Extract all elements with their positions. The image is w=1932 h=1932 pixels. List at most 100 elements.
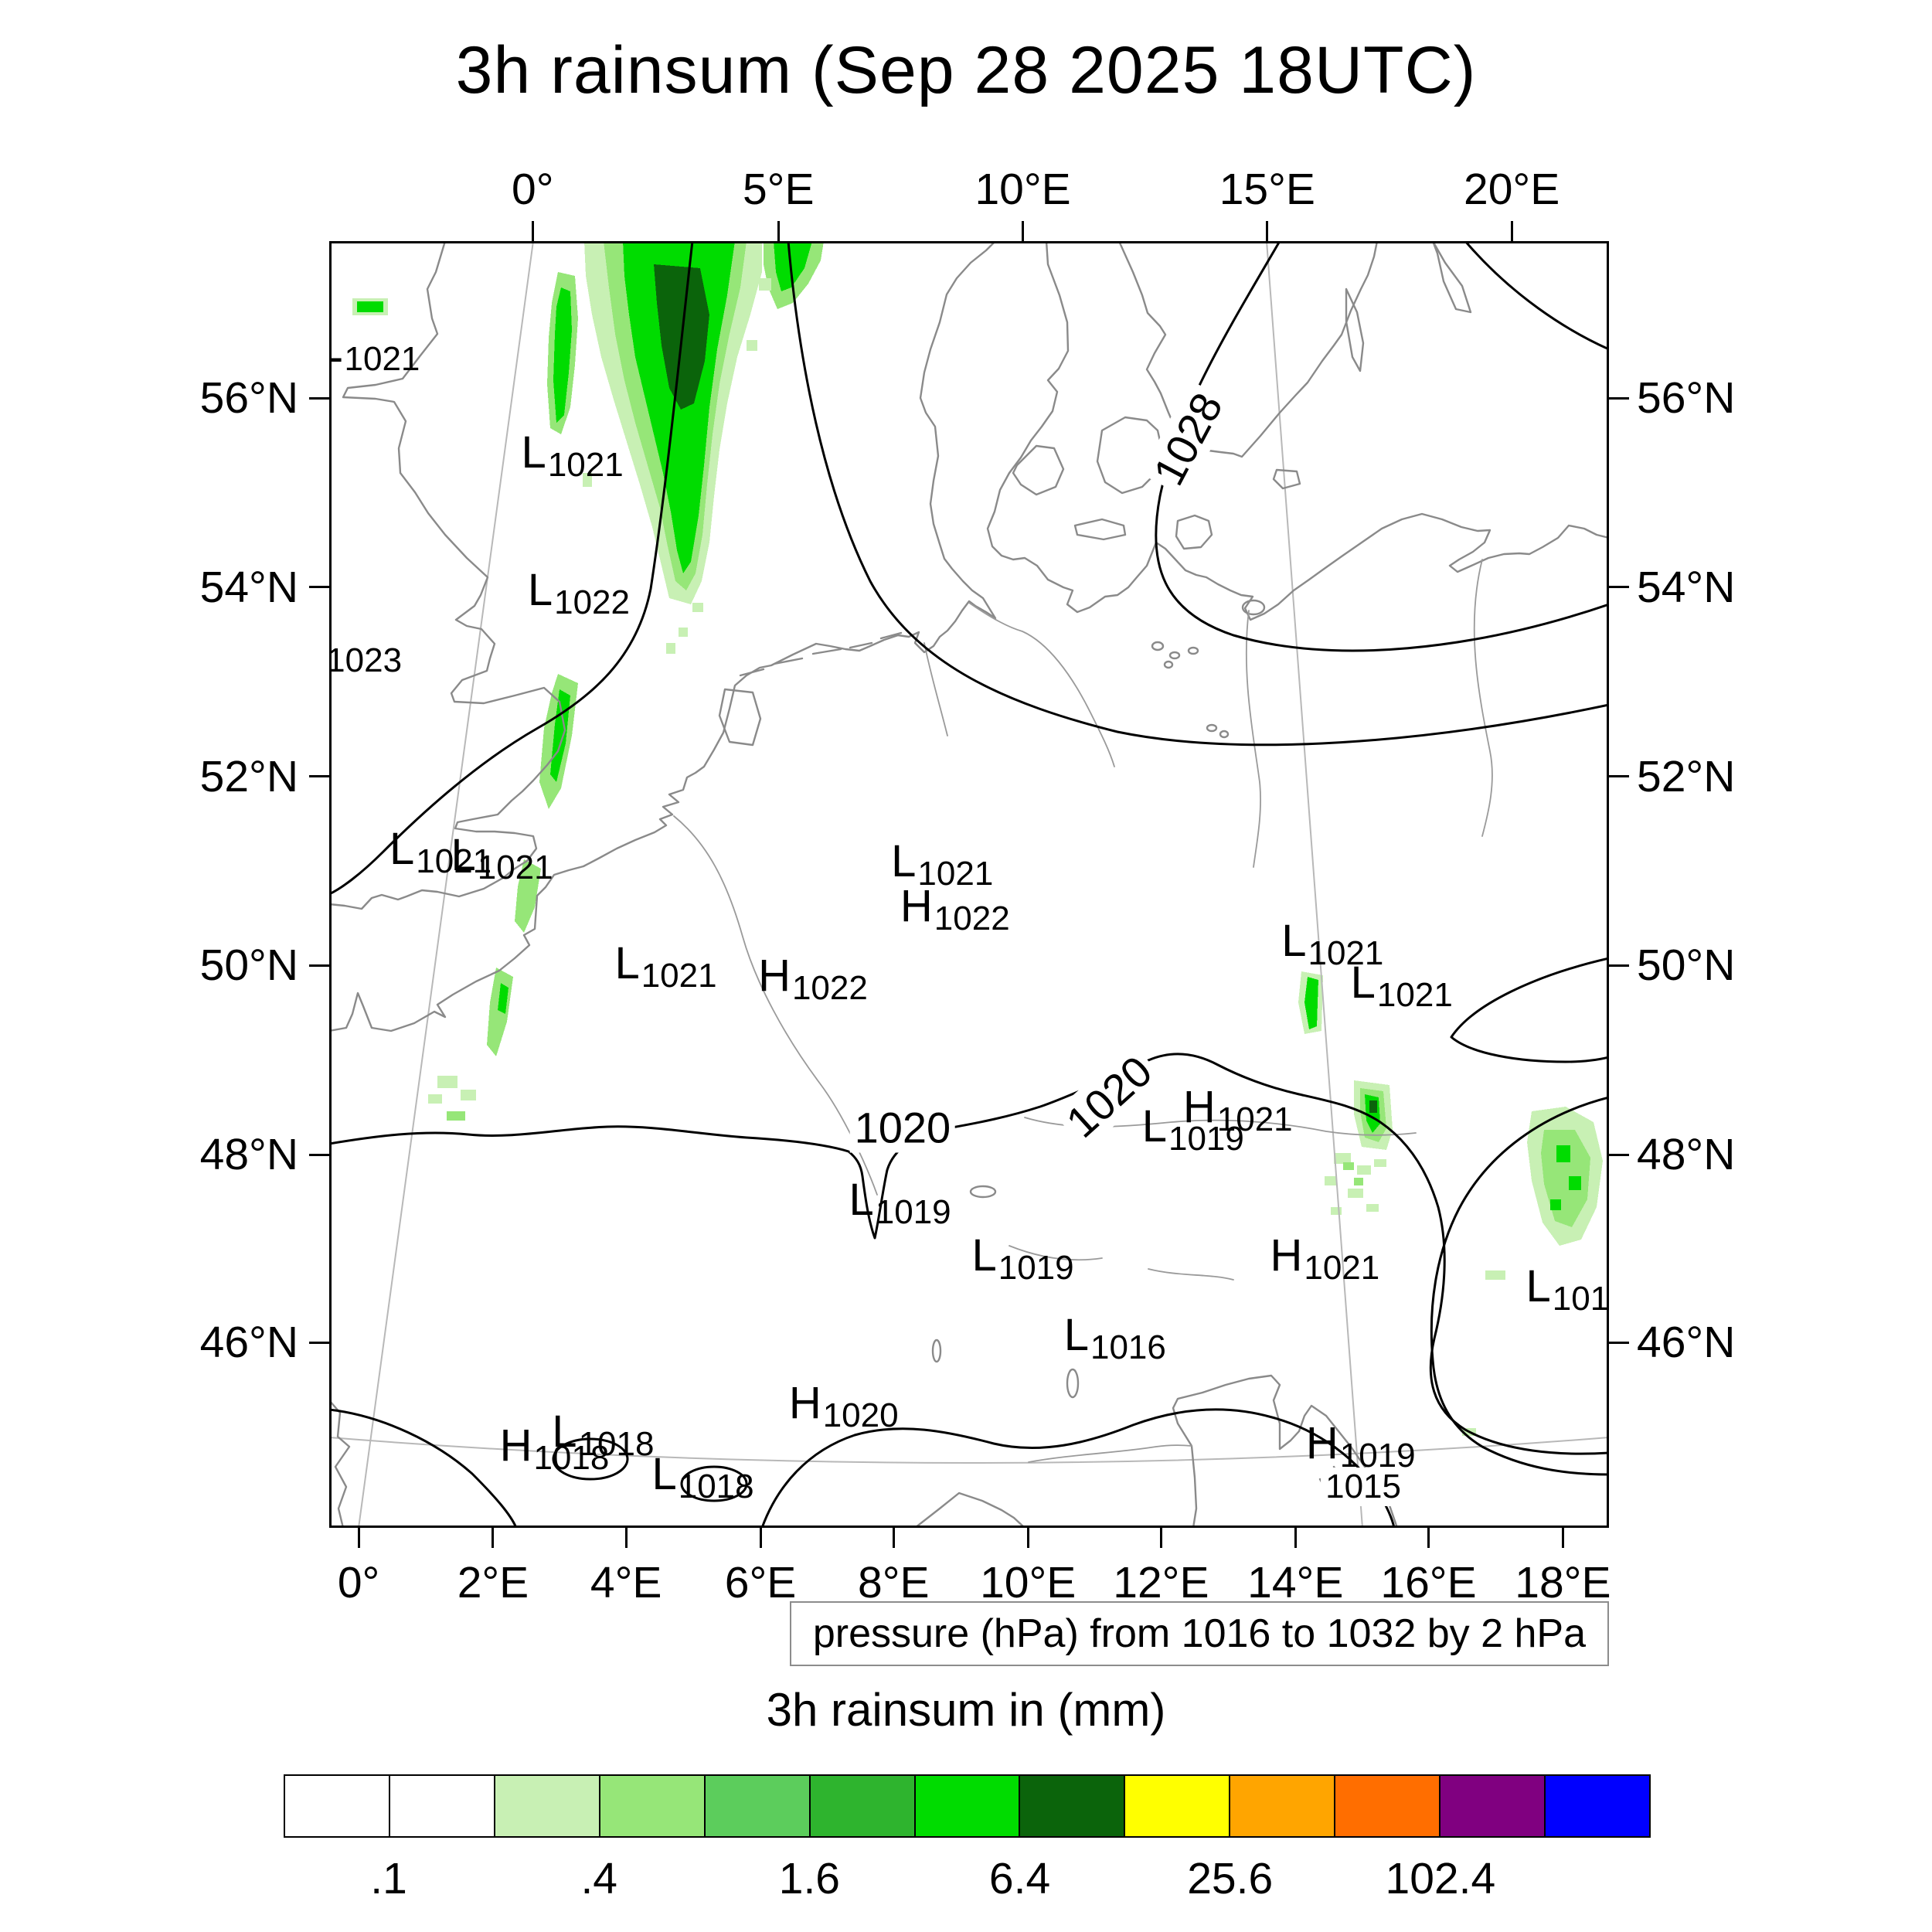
axis-label-left: 50°N — [199, 940, 298, 991]
axis-label-bottom: 14°E — [1247, 1558, 1344, 1607]
pressure-center-letter: H — [1182, 1082, 1216, 1133]
colorbar-segment — [1230, 1776, 1336, 1836]
axis-tick-bottom — [892, 1528, 895, 1548]
isobar-1026 — [787, 241, 1609, 747]
lake — [1219, 730, 1230, 739]
axis-tick-left — [309, 775, 329, 778]
pressure-center-value: 1021 — [416, 842, 492, 880]
axis-tick-top — [531, 221, 534, 241]
meridian-15e — [1266, 241, 1363, 1528]
colorbar-segment — [495, 1776, 600, 1836]
lake — [1163, 660, 1174, 669]
pressure-center-letter: L — [329, 321, 343, 372]
pressure-center-letter: L — [971, 1230, 997, 1281]
pressure-center-letter: L — [527, 565, 553, 616]
map-plot: L1021L1021L1022H1023L1021L1021L1021H1022… — [329, 241, 1609, 1528]
wadden-islands — [739, 631, 903, 677]
island-ruegen — [1175, 514, 1213, 550]
colorbar-segment — [810, 1776, 916, 1836]
pressure-center-value: 1021 — [344, 340, 420, 379]
lake-maggiore — [931, 1338, 942, 1363]
axis-tick-left — [309, 396, 329, 400]
pressure-center-value: 1021 — [1304, 1248, 1380, 1287]
lake — [1187, 646, 1199, 655]
pressure-center-value: 1022 — [791, 969, 868, 1008]
pressure-center-letter: H — [1270, 1230, 1303, 1281]
colorbar-segment — [285, 1776, 390, 1836]
pressure-center-value: 1021 — [1216, 1100, 1293, 1139]
pressure-center-h1018: H1018 — [500, 1420, 610, 1477]
pressure-center-l1021: L1021 — [451, 829, 553, 886]
pressure-center-l1021: L1021 — [389, 823, 492, 880]
river-vistula — [1473, 559, 1493, 837]
pressure-center-value: 1022 — [934, 900, 1010, 938]
colorbar-segment — [705, 1776, 811, 1836]
pressure-center-letter: L — [1281, 916, 1307, 967]
pressure-center-letter: L — [521, 427, 546, 478]
isobar-1022-west — [329, 241, 694, 896]
pressure-center-l1019: L1019 — [849, 1174, 951, 1231]
pressure-center-value: 1021 — [917, 855, 994, 893]
axis-tick-right — [1609, 964, 1629, 967]
isobar-1030 — [1464, 241, 1609, 351]
pressure-center-letter: L — [552, 1406, 577, 1457]
river-elbe — [968, 602, 1115, 767]
pressure-center-l1018: L1018 — [552, 1406, 654, 1463]
pressure-center-value: 1019 — [875, 1193, 951, 1232]
axis-tick-bottom — [492, 1528, 495, 1548]
page-title: 3h rainsum (Sep 28 2025 18UTC) — [455, 33, 1477, 107]
axis-tick-right — [1609, 775, 1629, 778]
pressure-center-l1022: L1022 — [527, 564, 630, 621]
pressure-center-value: 1018 — [678, 1467, 754, 1505]
lagoon-szczecin — [1241, 599, 1266, 616]
pressure-center-letter: H — [758, 951, 791, 1002]
pressure-center-l1021: L1021 — [521, 427, 624, 484]
river-oder — [1245, 610, 1261, 868]
colorbar-tick-label: .4 — [580, 1854, 617, 1903]
axis-tick-left — [309, 1341, 329, 1344]
pressure-center-h1019: H1019 — [1305, 1417, 1416, 1475]
axis-tick-right — [1609, 396, 1629, 400]
lake — [1206, 723, 1218, 733]
axis-label-bottom: 16°E — [1380, 1558, 1477, 1607]
pressure-center-letter: L — [651, 1448, 677, 1499]
pressure-center-value: 1023 — [329, 641, 403, 679]
coast-adriatic — [1172, 1374, 1399, 1528]
graticule-layer — [329, 241, 1609, 1528]
colorbar-segment — [1125, 1776, 1231, 1836]
rain-layer — [352, 241, 1603, 1436]
pressure-center-h1022: H1022 — [758, 951, 868, 1008]
pressure-center-letter: L — [849, 1175, 874, 1226]
colorbar-segment — [1546, 1776, 1649, 1836]
coast-liguria — [913, 1492, 1026, 1528]
axis-tick-bottom — [357, 1528, 360, 1548]
island-bornholm — [1272, 468, 1301, 490]
island-oland — [1345, 287, 1365, 372]
pressure-center-value: 1019 — [1339, 1436, 1416, 1475]
colorbar-tick-label: .1 — [370, 1854, 407, 1903]
axis-label-right: 50°N — [1637, 940, 1736, 991]
colorbar-segment — [600, 1776, 706, 1836]
pressure-center-h1022: H1022 — [900, 881, 1010, 938]
pressure-center-value: 1016 — [1090, 1328, 1166, 1367]
axis-label-left: 48°N — [199, 1130, 298, 1180]
pressure-center-l1021: L1021 — [1281, 916, 1383, 973]
axis-label-top: 5°E — [742, 165, 815, 214]
colorbar-tick-label: 25.6 — [1187, 1854, 1274, 1903]
pressure-center-letter: L — [1526, 1260, 1551, 1311]
axis-tick-bottom — [1159, 1528, 1162, 1548]
pressure-legend: pressure (hPa) from 1016 to 1032 by 2 hP… — [789, 1601, 1609, 1666]
pressure-center-letter: L — [451, 830, 476, 881]
axis-tick-left — [309, 1153, 329, 1156]
axis-tick-bottom — [1294, 1528, 1297, 1548]
axis-label-bottom: 0° — [337, 1558, 380, 1607]
pressure-center-value: 1018 — [533, 1439, 610, 1478]
pressure-center-letter: H — [1305, 1417, 1338, 1468]
pressure-center-letter: H — [788, 1378, 821, 1429]
axis-label-right: 52°N — [1637, 751, 1736, 801]
pressure-center-h1021: H1021 — [1270, 1230, 1379, 1287]
alpine-river — [1009, 1245, 1234, 1281]
pressure-center-letter: L — [891, 836, 917, 887]
contour-label-1015: 1015 — [1321, 1467, 1406, 1506]
pressure-center-letter: L — [1350, 957, 1376, 1008]
